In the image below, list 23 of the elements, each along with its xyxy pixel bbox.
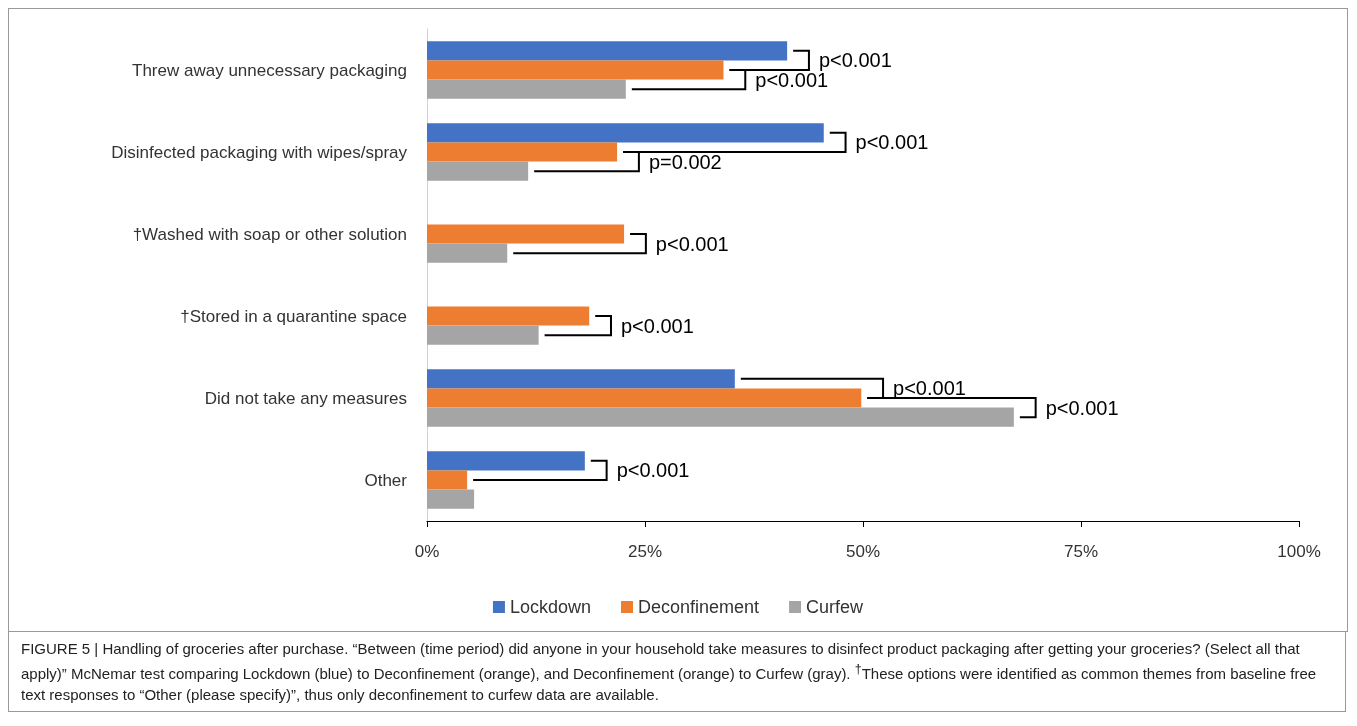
y-tick-label: †Washed with soap or other solution xyxy=(132,224,407,244)
y-tick-label: Threw away unnecessary packaging xyxy=(132,60,407,80)
x-tick-label: 0% xyxy=(414,542,440,561)
annotation: p=0.002 xyxy=(648,150,722,173)
annotation: p<0.001 xyxy=(855,131,929,154)
annotation: p<0.001 xyxy=(655,232,729,255)
annotation: p<0.001 xyxy=(616,459,690,482)
text: FIGURE 5 | Handling of groceries after purchase. “Between (time period) did anyone in your household take measures to disinfect product packaging after getting your groceries? (Select all that apply)” McNemar test comparing Lockdown (blue) to Deconfinement (orange), and Deconfinement (orange) to Curfew (gray). $^{†}$These options were identified as common themes from baseline free text responses to “Other (please specify)”, thus only deconfinement to curfew data are available. xyxy=(21,640,1317,703)
y-tick-label: †Stored in a quarantine space xyxy=(180,306,407,326)
y-tick-label: Disinfected packaging with wipes/spray xyxy=(111,142,408,162)
legend-label: Curfew xyxy=(806,597,865,617)
legend-label: Lockdown xyxy=(509,597,591,617)
annotation: p<0.001 xyxy=(893,377,966,400)
annotation: p<0.001 xyxy=(1045,396,1119,419)
x-tick-label: 25% xyxy=(627,542,663,561)
x-tick-label: 100% xyxy=(1277,542,1321,561)
legend-label: Deconfinement xyxy=(637,597,760,617)
x-tick-label: 50% xyxy=(845,542,881,561)
y-tick-label: Other xyxy=(364,470,408,490)
annotation: p<0.001 xyxy=(818,49,892,72)
annotation: p<0.001 xyxy=(620,314,694,337)
y-tick-label: Did not take any measures xyxy=(204,388,407,408)
x-tick-label: 75% xyxy=(1063,542,1099,561)
